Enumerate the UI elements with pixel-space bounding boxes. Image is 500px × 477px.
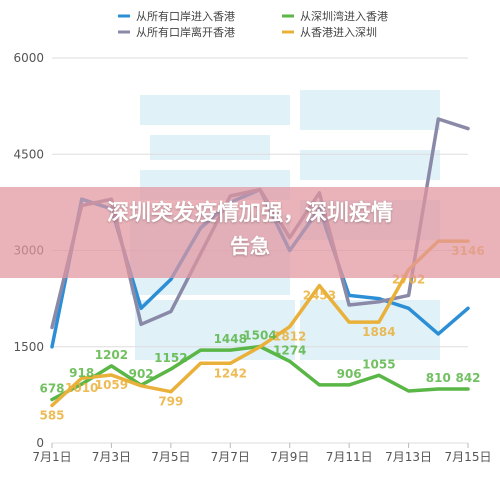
x-tick-label: 7月13日 (385, 450, 432, 464)
data-point (377, 300, 381, 304)
data-point (347, 320, 351, 324)
data-point (139, 306, 143, 310)
data-label: 906 (337, 367, 362, 381)
data-point (169, 367, 173, 371)
data-label: 2453 (303, 289, 336, 303)
data-point (50, 403, 54, 407)
data-point (139, 384, 143, 388)
data-point (466, 306, 470, 310)
data-point (317, 383, 321, 387)
headline-banner (0, 187, 500, 278)
watermark-block (140, 95, 290, 125)
data-label: 1242 (214, 366, 247, 380)
data-point (50, 397, 54, 401)
data-label: 1202 (95, 348, 128, 362)
data-label: 1448 (214, 332, 247, 346)
data-point (407, 389, 411, 393)
data-point (466, 387, 470, 391)
data-label: 1504 (243, 328, 276, 342)
x-tick-label: 7月9日 (270, 450, 309, 464)
headline-line-2: 告急 (230, 234, 270, 258)
data-label: 585 (39, 408, 64, 422)
data-point (109, 373, 113, 377)
data-point (377, 373, 381, 377)
data-point (288, 359, 292, 363)
data-point (169, 277, 173, 281)
data-label: 1812 (273, 330, 306, 344)
data-label: 902 (129, 367, 154, 381)
data-point (80, 382, 84, 386)
data-point (347, 383, 351, 387)
x-tick-label: 7月15日 (445, 450, 492, 464)
legend-label: 从所有口岸进入香港 (136, 9, 235, 23)
data-label: 810 (426, 371, 451, 385)
data-point (109, 364, 113, 368)
data-point (436, 332, 440, 336)
legend-label: 从深圳湾进入香港 (300, 9, 388, 23)
data-point (50, 345, 54, 349)
data-label: 1059 (95, 378, 128, 392)
y-tick-label: 4500 (13, 147, 44, 161)
data-point (228, 348, 232, 352)
data-point (80, 376, 84, 380)
data-point (169, 309, 173, 313)
data-point (377, 320, 381, 324)
watermark-block (300, 90, 440, 130)
x-axis: 7月1日 7月3日 7月5日 7月7日 7月9日 7月11日 7月13日 7月15日 (32, 443, 491, 464)
y-tick-label: 6000 (13, 51, 44, 65)
data-point (407, 293, 411, 297)
data-label: 842 (455, 371, 480, 385)
y-tick-label: 0 (36, 436, 44, 450)
data-point (288, 325, 292, 329)
watermark-block (150, 135, 270, 160)
x-tick-label: 7月11日 (326, 450, 373, 464)
data-point (258, 345, 262, 349)
data-label: 1274 (273, 343, 306, 357)
y-tick-label: 1500 (13, 340, 44, 354)
data-label: 1152 (154, 351, 187, 365)
data-point (199, 348, 203, 352)
data-label: 799 (158, 395, 183, 409)
data-label: 1884 (362, 325, 395, 339)
data-label: 1055 (362, 357, 395, 371)
data-point (139, 322, 143, 326)
x-tick-label: 7月1日 (32, 450, 71, 464)
legend-label: 从香港进入深圳 (300, 26, 377, 39)
watermark-block (300, 150, 440, 180)
headline-line-1: 深圳突发疫情加强，深圳疫情 (106, 201, 393, 226)
data-point (466, 127, 470, 131)
data-point (377, 297, 381, 301)
headline-text: 深圳突发疫情加强，深圳疫情 告急 (0, 199, 500, 261)
data-point (169, 390, 173, 394)
data-point (347, 303, 351, 307)
data-point (228, 361, 232, 365)
data-point (436, 387, 440, 391)
data-point (407, 306, 411, 310)
data-point (436, 117, 440, 121)
data-label: 1010 (65, 381, 98, 395)
data-point (199, 361, 203, 365)
data-label: 678 (39, 381, 64, 395)
x-tick-label: 7月7日 (211, 450, 250, 464)
data-point (317, 284, 321, 288)
data-label: 918 (69, 366, 94, 380)
data-point (50, 326, 54, 329)
legend-label: 从所有口岸离开香港 (136, 25, 235, 39)
x-tick-label: 7月3日 (92, 450, 131, 464)
watermark-block (300, 300, 440, 360)
x-tick-label: 7月5日 (151, 450, 190, 464)
